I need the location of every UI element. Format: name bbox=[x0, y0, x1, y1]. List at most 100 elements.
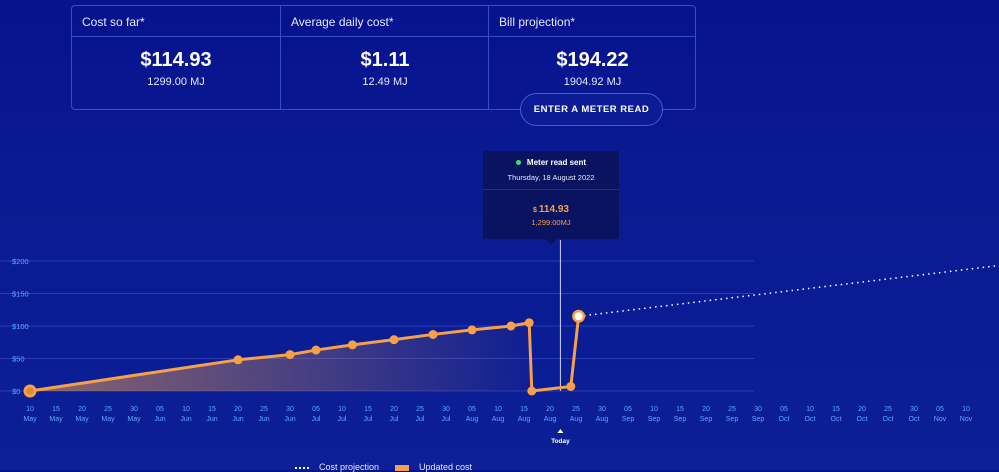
tooltip-energy: 1,299.00MJ bbox=[531, 218, 571, 227]
x-tick-label: 25 bbox=[884, 406, 892, 413]
data-point bbox=[428, 329, 438, 339]
x-tick-label: 30 bbox=[598, 406, 606, 413]
dotted-line-icon bbox=[295, 466, 309, 469]
cost-projection-line bbox=[578, 264, 999, 318]
x-tick-label: 20 bbox=[702, 406, 710, 413]
y-tick-label: $100 bbox=[12, 322, 29, 331]
x-tick-label: Jul bbox=[442, 416, 451, 423]
x-tick-label: Jul bbox=[416, 416, 425, 423]
x-tick-label: 25 bbox=[260, 406, 268, 413]
card-sub: 1299.00 MJ bbox=[147, 76, 205, 88]
x-tick-label: Jul bbox=[364, 416, 373, 423]
card-label: Cost so far* bbox=[82, 15, 145, 29]
x-tick-label: Sep bbox=[622, 416, 635, 423]
x-tick-label: 25 bbox=[104, 406, 112, 413]
x-tick-label: 10 bbox=[650, 406, 658, 413]
data-point bbox=[233, 355, 243, 365]
x-tick-label: Oct bbox=[831, 416, 842, 423]
legend-projection-label: Cost projection bbox=[319, 462, 380, 472]
x-tick-label: Oct bbox=[857, 416, 868, 423]
x-tick-label: May bbox=[75, 416, 89, 423]
tooltip-title: Meter read sent bbox=[526, 158, 587, 167]
x-tick-label: 15 bbox=[676, 406, 684, 413]
x-tick-label: Sep bbox=[648, 416, 661, 423]
card-label: Bill projection* bbox=[499, 15, 576, 29]
x-tick-label: May bbox=[101, 416, 115, 423]
x-tick-label: Jun bbox=[258, 416, 269, 423]
x-tick-label: 20 bbox=[546, 406, 554, 413]
x-tick-label: Jun bbox=[284, 416, 295, 423]
divider bbox=[72, 36, 280, 37]
y-tick-label: $50 bbox=[12, 355, 25, 364]
today-arrow-icon bbox=[557, 429, 564, 433]
x-tick-label: 10 bbox=[494, 406, 502, 413]
average-daily-cost-card: Average daily cost* $1.11 12.49 MJ bbox=[280, 6, 489, 109]
meter-read-tooltip: Meter read sent Thursday, 18 August 2022… bbox=[483, 151, 619, 245]
x-tick-label: Sep bbox=[752, 416, 765, 423]
x-tick-label: 05 bbox=[156, 406, 164, 413]
data-point bbox=[311, 345, 321, 355]
x-tick-label: 30 bbox=[130, 406, 138, 413]
x-tick-label: 15 bbox=[364, 406, 372, 413]
data-point bbox=[527, 386, 537, 396]
x-tick-label: Aug bbox=[596, 416, 609, 423]
x-tick-label: 10 bbox=[338, 406, 346, 413]
data-point bbox=[566, 381, 576, 391]
x-tick-label: Jun bbox=[232, 416, 243, 423]
enter-meter-read-button[interactable]: ENTER A METER READ bbox=[520, 93, 663, 126]
x-tick-label: Aug bbox=[492, 416, 505, 423]
x-tick-label: Aug bbox=[570, 416, 583, 423]
cost-so-far-card: Cost so far* $114.93 1299.00 MJ bbox=[72, 6, 280, 109]
orange-line-icon bbox=[395, 464, 409, 471]
x-tick-label: 10 bbox=[806, 406, 814, 413]
x-tick-label: 10 bbox=[962, 406, 970, 413]
x-tick-label: May bbox=[23, 416, 37, 423]
x-tick-label: Sep bbox=[726, 416, 739, 423]
x-tick-label: Jul bbox=[390, 416, 399, 423]
x-tick-label: Sep bbox=[674, 416, 687, 423]
tooltip-title-row: Meter read sent bbox=[483, 158, 619, 167]
x-tick-label: Oct bbox=[909, 416, 920, 423]
selected-data-point-inner bbox=[574, 312, 583, 321]
tooltip-cost-value: 114.93 bbox=[538, 204, 569, 215]
data-point bbox=[506, 321, 516, 331]
x-tick-label: Jun bbox=[154, 416, 165, 423]
tooltip-divider bbox=[483, 189, 619, 190]
x-tick-label: 15 bbox=[208, 406, 216, 413]
x-tick-label: 25 bbox=[572, 406, 580, 413]
x-tick-label: Aug bbox=[466, 416, 479, 423]
bill-projection-card: Bill projection* $194.22 1904.92 MJ bbox=[488, 6, 696, 109]
x-tick-label: 30 bbox=[910, 406, 918, 413]
x-tick-label: 30 bbox=[286, 406, 294, 413]
legend-updated: Updated cost bbox=[395, 462, 472, 472]
divider bbox=[489, 36, 696, 37]
x-tick-label: 25 bbox=[728, 406, 736, 413]
x-tick-label: 05 bbox=[624, 406, 632, 413]
x-tick-label: Oct bbox=[779, 416, 790, 423]
summary-panel: Cost so far* $114.93 1299.00 MJ Average … bbox=[71, 5, 696, 110]
legend-projection: Cost projection bbox=[295, 462, 379, 472]
x-tick-label: Oct bbox=[883, 416, 894, 423]
data-point bbox=[524, 318, 534, 328]
x-tick-label: Jun bbox=[180, 416, 191, 423]
x-tick-label: 30 bbox=[754, 406, 762, 413]
x-tick-label: Nov bbox=[960, 416, 973, 423]
data-point bbox=[389, 335, 399, 345]
card-value: $194.22 bbox=[556, 49, 629, 71]
x-tick-label: 05 bbox=[936, 406, 944, 413]
x-tick-label: Jul bbox=[338, 416, 347, 423]
card-label: Average daily cost* bbox=[291, 15, 394, 29]
card-value: $114.93 bbox=[140, 49, 212, 71]
x-tick-label: 10 bbox=[26, 406, 34, 413]
x-tick-label: May bbox=[49, 416, 63, 423]
x-tick-label: 15 bbox=[52, 406, 60, 413]
x-tick-label: 20 bbox=[390, 406, 398, 413]
card-value: $1.11 bbox=[360, 49, 410, 71]
tooltip-cost: $114.93 bbox=[483, 204, 619, 215]
x-tick-label: 05 bbox=[468, 406, 476, 413]
tooltip-date: Thursday, 18 August 2022 bbox=[507, 173, 595, 182]
x-tick-label: Sep bbox=[700, 416, 713, 423]
legend-updated-label: Updated cost bbox=[419, 462, 473, 472]
x-tick-label: Oct bbox=[805, 416, 816, 423]
